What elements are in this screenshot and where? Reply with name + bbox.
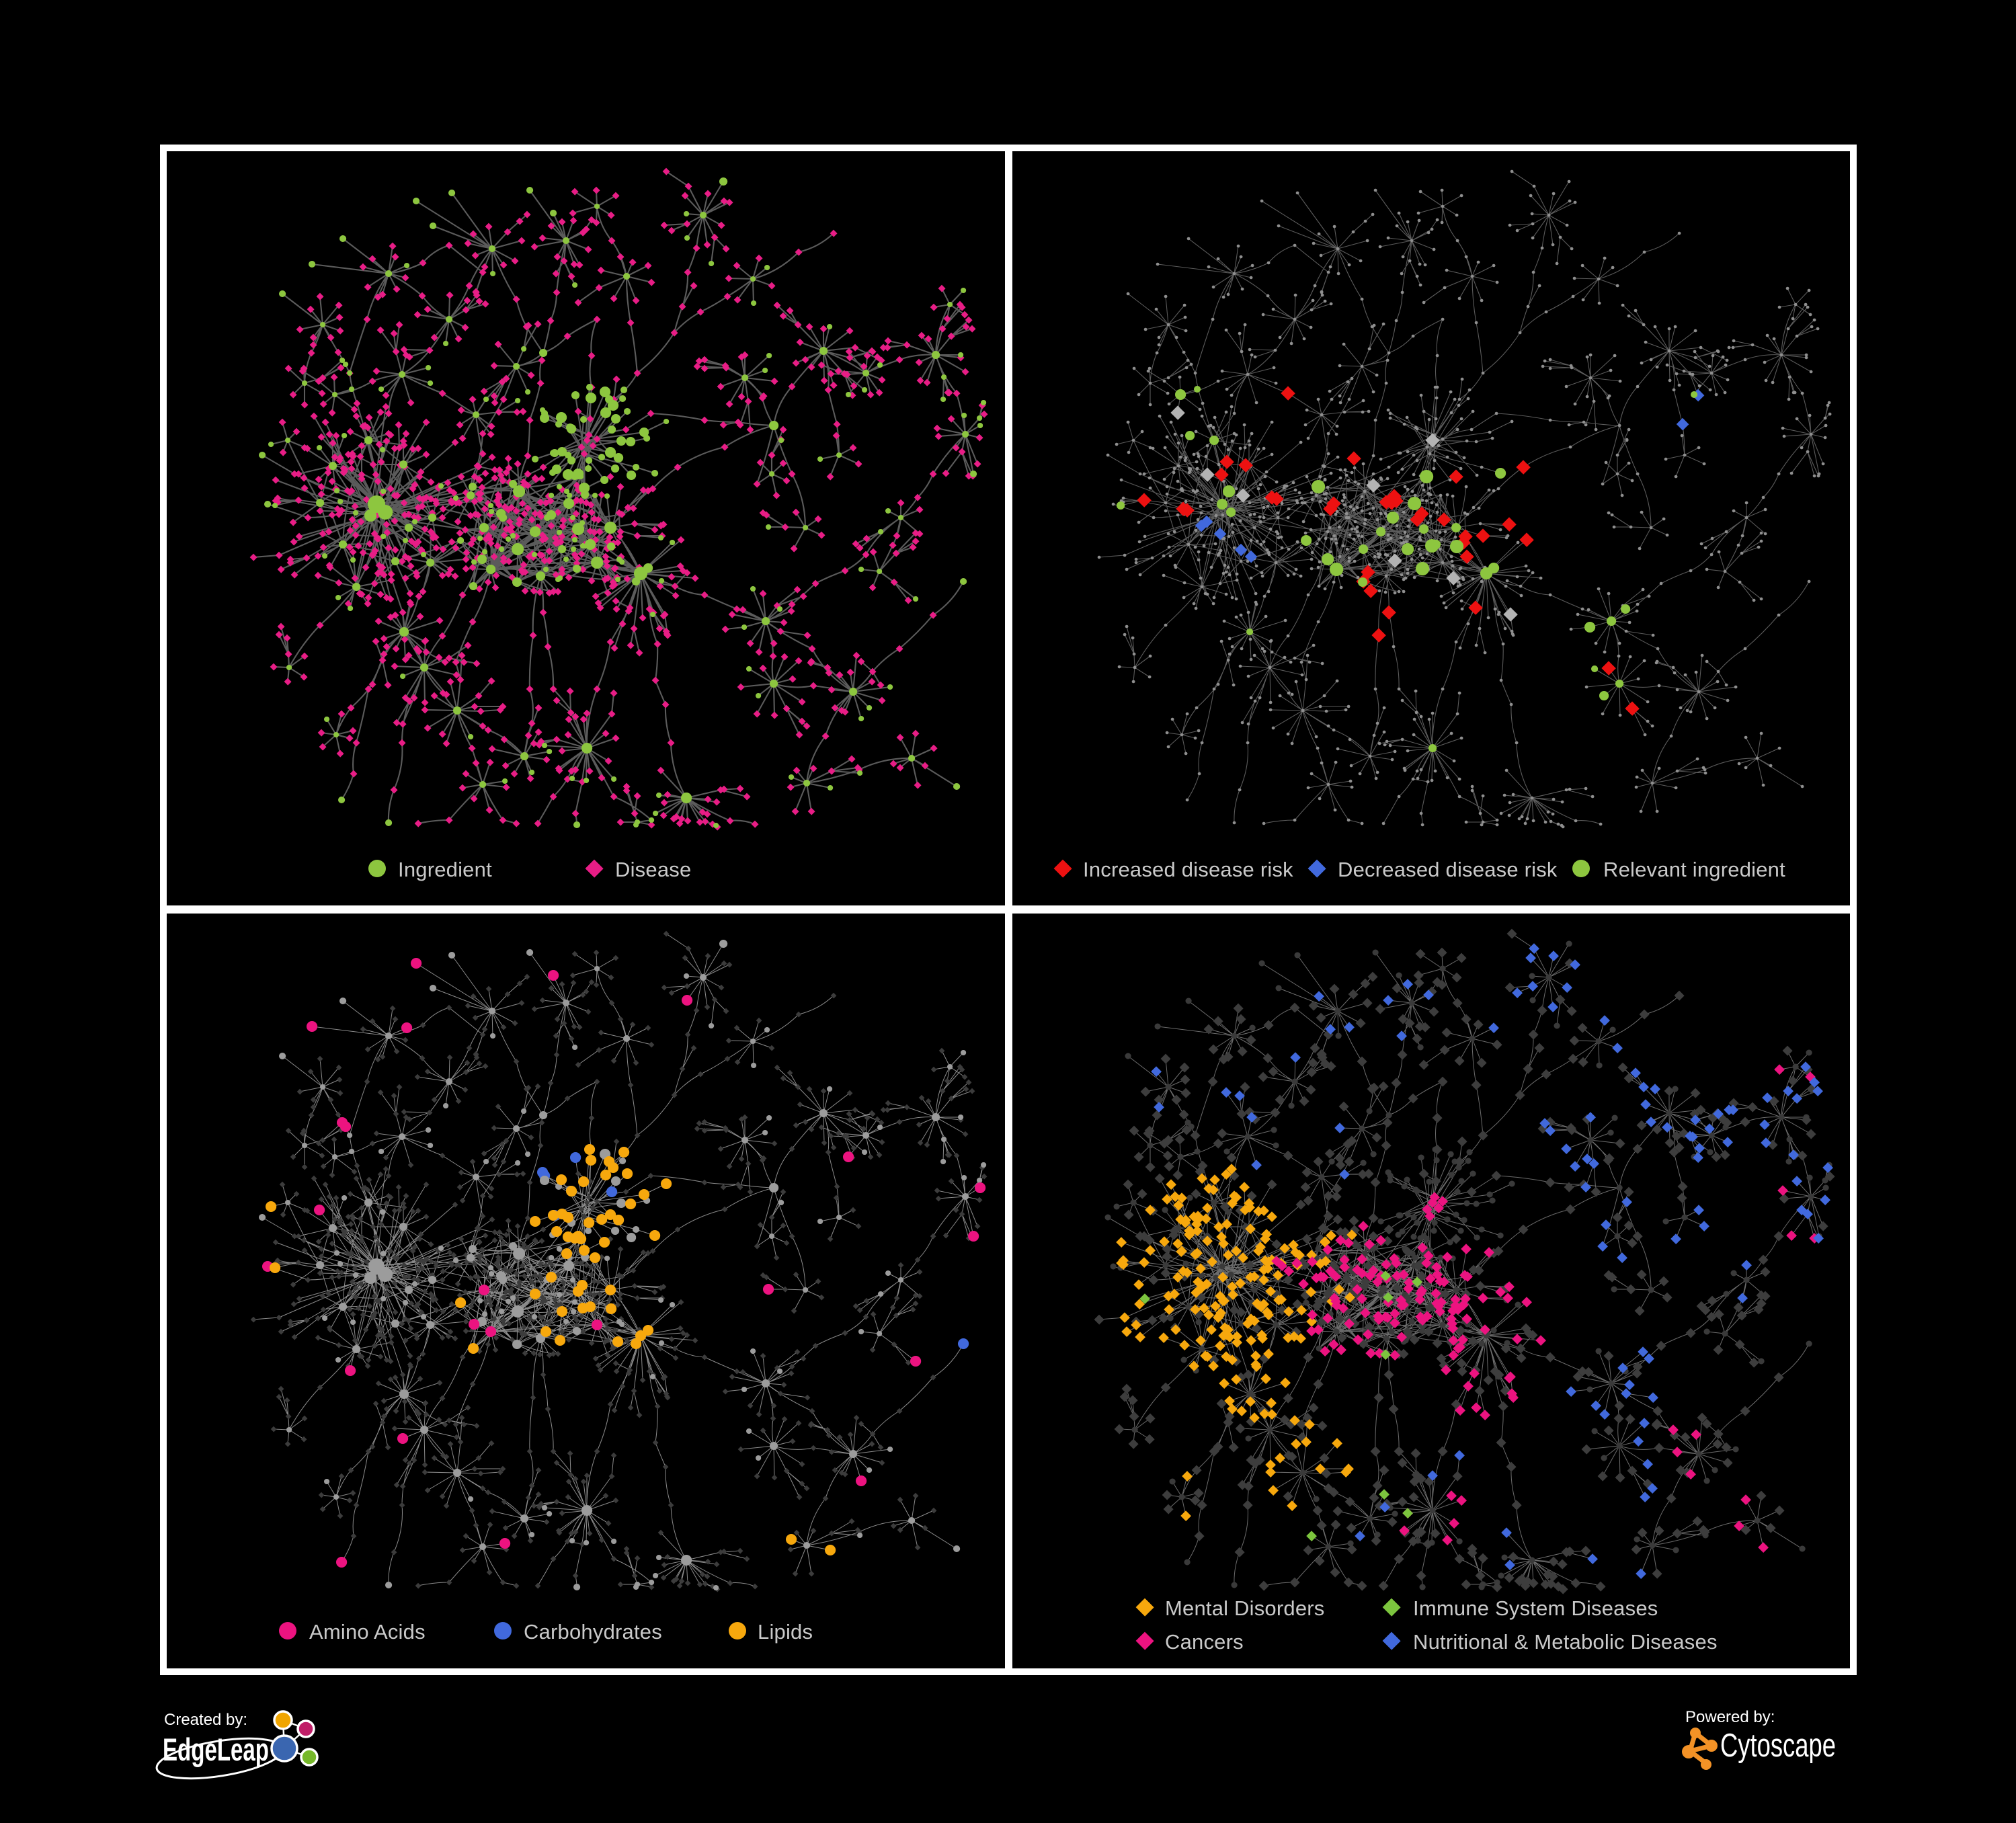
svg-text:Powered by:: Powered by: [1685, 1708, 1775, 1726]
svg-text:Disease: Disease [615, 858, 691, 881]
svg-text:Decreased disease risk: Decreased disease risk [1338, 858, 1558, 881]
svg-text:Increased disease risk: Increased disease risk [1083, 858, 1293, 881]
svg-text:Cytoscape: Cytoscape [1720, 1728, 1836, 1764]
svg-text:Created by:: Created by: [164, 1711, 247, 1729]
svg-text:Amino Acids: Amino Acids [309, 1620, 426, 1644]
svg-text:Immune System Diseases: Immune System Diseases [1413, 1596, 1658, 1620]
svg-text:Cancers: Cancers [1165, 1630, 1244, 1654]
svg-text:Carbohydrates: Carbohydrates [524, 1620, 662, 1644]
svg-text:EdgeLeap: EdgeLeap [163, 1732, 269, 1767]
svg-text:Nutritional & Metabolic Diseas: Nutritional & Metabolic Diseases [1413, 1630, 1718, 1654]
svg-text:Mental Disorders: Mental Disorders [1165, 1596, 1325, 1620]
svg-text:Relevant ingredient: Relevant ingredient [1603, 858, 1785, 881]
svg-text:Ingredient: Ingredient [398, 858, 492, 881]
svg-text:Lipids: Lipids [758, 1620, 813, 1644]
